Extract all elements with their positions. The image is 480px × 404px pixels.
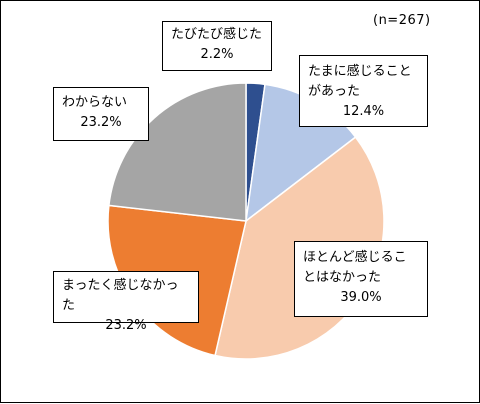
slice-pct-mattaku: 23.2% [105,318,147,333]
sample-size-note: (n=267) [373,13,431,28]
slice-wakaranai [108,82,247,222]
slice-label-wakaranai: わからない [62,95,128,110]
slice-pct-wakaranai: 23.2% [80,115,122,130]
slice-pct-tamani: 12.4% [342,104,385,119]
slice-pct-tabitabi: 2.2% [200,47,234,62]
label-box-mattaku: まったく感じなかった 23.2% [53,271,199,333]
label-box-tamani: たまに感じること があった 12.4% [299,55,428,127]
slice-pct-hotondo: 39.0% [340,290,382,305]
label-box-hotondo: ほとんど感じるこ とはなかった 39.0% [294,241,428,317]
slice-label-tamani: たまに感じること があった [308,64,412,99]
slice-label-hotondo: ほとんど感じるこ とはなかった [303,250,407,285]
slice-label-mattaku: まったく感じなかった [62,278,179,313]
label-box-tabitabi: たびたび感じた 2.2% [162,21,272,71]
label-box-wakaranai: わからない 23.2% [53,87,149,141]
slice-label-tabitabi: たびたび感じた [171,27,263,42]
